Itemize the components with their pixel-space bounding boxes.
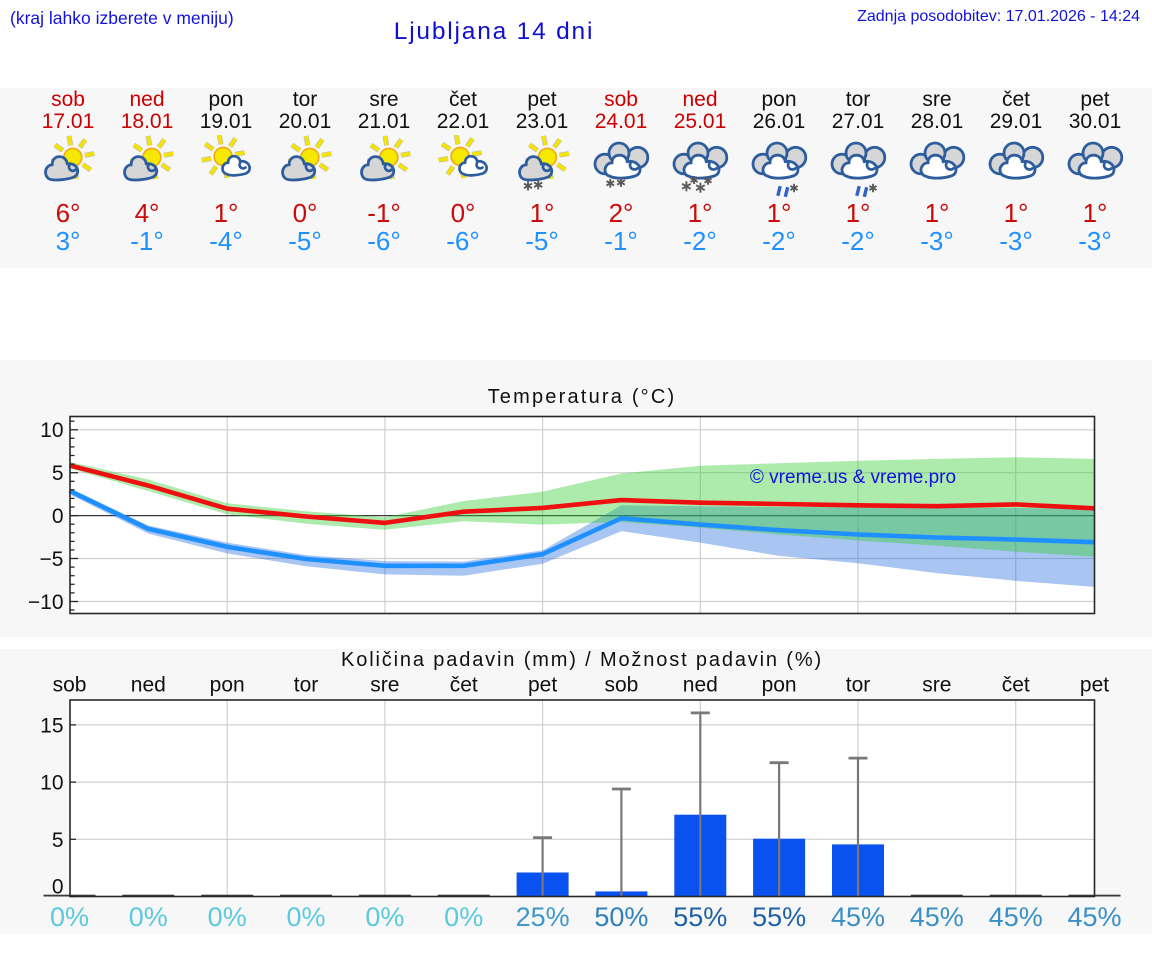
svg-text:45%: 45% xyxy=(1067,902,1121,932)
svg-text:čet: čet xyxy=(450,674,478,697)
svg-text:25%: 25% xyxy=(516,902,570,932)
svg-text:pon: pon xyxy=(210,674,245,697)
svg-text:sre: sre xyxy=(922,674,951,697)
svg-text:Količina padavin (mm) / Možnos: Količina padavin (mm) / Možnost padavin … xyxy=(341,649,823,671)
svg-text:10: 10 xyxy=(40,772,63,795)
svg-text:ned: ned xyxy=(131,674,166,697)
svg-text:0%: 0% xyxy=(444,902,483,932)
svg-text:© vreme.us & vreme.pro: © vreme.us & vreme.pro xyxy=(750,467,956,488)
svg-text:45%: 45% xyxy=(989,902,1043,932)
svg-text:−5: −5 xyxy=(40,548,64,571)
svg-text:0%: 0% xyxy=(208,902,247,932)
svg-text:sob: sob xyxy=(604,674,638,697)
svg-text:tor: tor xyxy=(294,674,319,697)
svg-text:5: 5 xyxy=(52,462,64,485)
svg-text:0: 0 xyxy=(52,876,64,899)
svg-text:0: 0 xyxy=(52,505,64,528)
svg-text:pon: pon xyxy=(762,674,797,697)
svg-text:pet: pet xyxy=(528,674,557,697)
svg-text:10: 10 xyxy=(40,419,63,442)
svg-text:čet: čet xyxy=(1002,674,1030,697)
svg-text:tor: tor xyxy=(846,674,871,697)
svg-text:−10: −10 xyxy=(28,591,64,614)
svg-text:ned: ned xyxy=(683,674,718,697)
svg-text:45%: 45% xyxy=(910,902,964,932)
svg-text:Temperatura (°C): Temperatura (°C) xyxy=(488,386,677,408)
svg-text:0%: 0% xyxy=(286,902,325,932)
svg-text:55%: 55% xyxy=(673,902,727,932)
svg-text:0%: 0% xyxy=(365,902,404,932)
svg-text:15: 15 xyxy=(40,714,63,737)
svg-text:0%: 0% xyxy=(129,902,168,932)
svg-text:50%: 50% xyxy=(594,902,648,932)
svg-text:sob: sob xyxy=(53,674,87,697)
svg-text:45%: 45% xyxy=(831,902,885,932)
svg-text:sre: sre xyxy=(370,674,399,697)
svg-text:0%: 0% xyxy=(50,902,89,932)
svg-text:5: 5 xyxy=(52,829,64,852)
svg-text:55%: 55% xyxy=(752,902,806,932)
svg-text:pet: pet xyxy=(1080,674,1109,697)
